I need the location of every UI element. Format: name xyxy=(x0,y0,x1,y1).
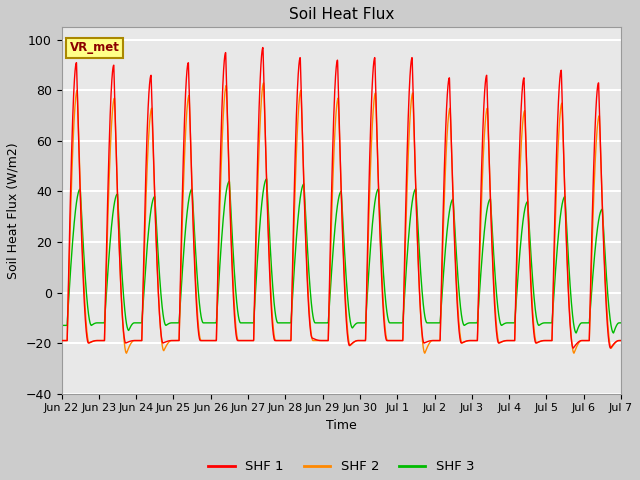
Text: VR_met: VR_met xyxy=(70,41,120,54)
X-axis label: Time: Time xyxy=(326,419,356,432)
Title: Soil Heat Flux: Soil Heat Flux xyxy=(289,7,394,22)
Legend: SHF 1, SHF 2, SHF 3: SHF 1, SHF 2, SHF 3 xyxy=(203,455,479,479)
Y-axis label: Soil Heat Flux (W/m2): Soil Heat Flux (W/m2) xyxy=(7,142,20,279)
